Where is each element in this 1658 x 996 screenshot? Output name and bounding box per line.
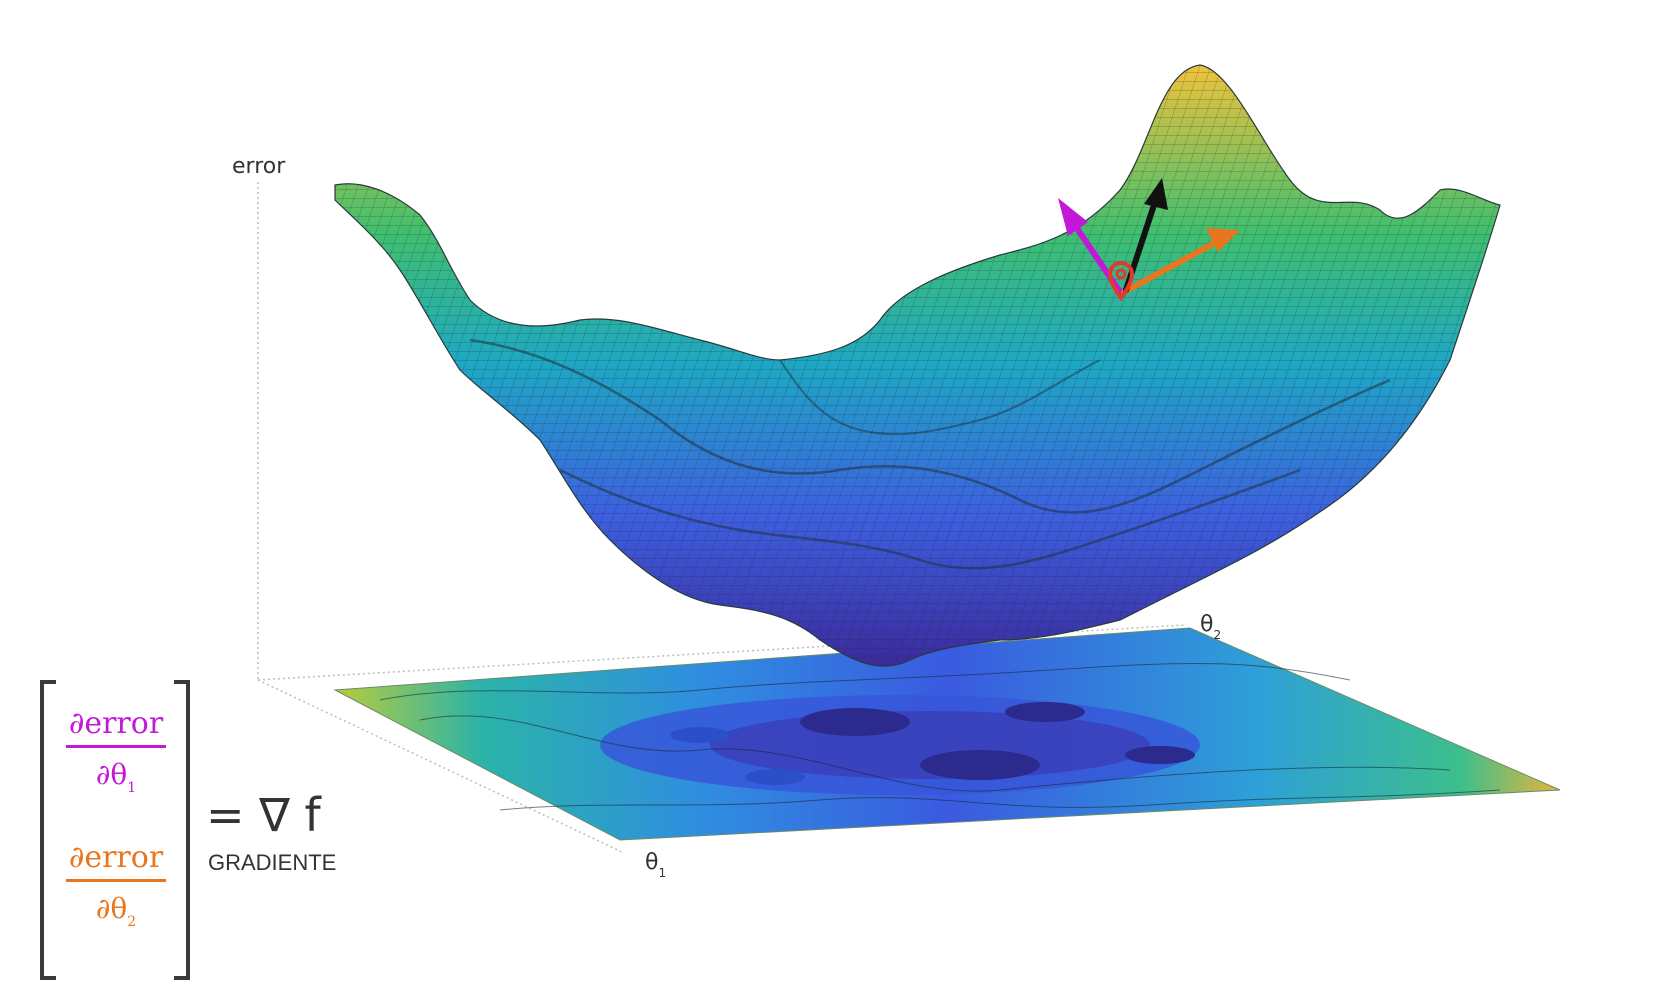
partial-theta2-fraction: ∂error ∂θ2 <box>60 840 172 930</box>
fraction-bar <box>66 879 166 882</box>
partial-theta1-denominator: ∂θ1 <box>95 758 137 796</box>
right-bracket <box>174 680 190 980</box>
partial-theta1-numerator: ∂error <box>68 706 164 741</box>
axis-theta2-label: θ2 <box>1200 612 1222 642</box>
axis-theta1-label: θ1 <box>645 850 667 880</box>
axis-guides <box>257 182 1186 853</box>
error-surface <box>334 64 1501 667</box>
left-bracket <box>40 680 56 980</box>
gradient-arrows <box>1058 178 1240 302</box>
contour-plane <box>333 627 1561 841</box>
gradient-symbol: = ∇ f <box>206 788 321 842</box>
map-pin-icon <box>1107 261 1135 302</box>
fraction-bar <box>66 745 166 748</box>
partial-theta1-fraction: ∂error ∂θ1 <box>60 706 172 796</box>
gradient-caption: GRADIENTE <box>208 850 337 875</box>
gradient-vector: ∂error ∂θ1 ∂error ∂θ2 <box>40 680 190 980</box>
axis-theta1-line <box>257 679 623 853</box>
vertical-axis-label: error <box>232 154 286 179</box>
partial-theta2-denominator: ∂θ2 <box>95 892 137 930</box>
partial-theta2-numerator: ∂error <box>68 840 164 875</box>
arrow-theta2-icon <box>1121 228 1240 295</box>
